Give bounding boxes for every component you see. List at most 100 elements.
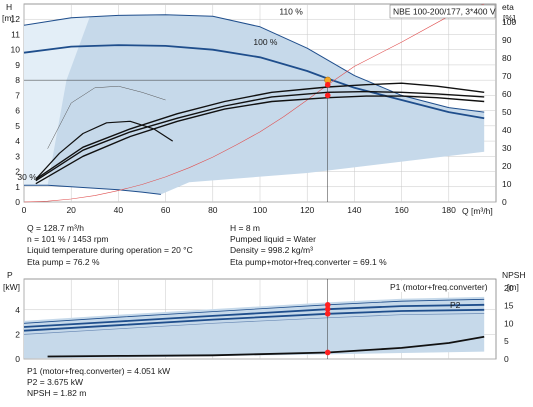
title-box (389, 4, 496, 19)
eta-pump-value: Eta pump = 76.2 % (27, 256, 100, 267)
top-duty-point-group (24, 76, 332, 202)
bottom-left-tick-labels: 0 2 4 (15, 305, 20, 364)
top-y-tick-right: 0 (502, 197, 507, 207)
top-x-tick: 140 (347, 205, 361, 215)
density-value: Density = 998.2 kg/m³ (230, 245, 313, 256)
top-series-line-2 (24, 184, 161, 195)
top-y-tick-right: 20 (502, 161, 512, 171)
speed-curve-label: 100 % (253, 37, 278, 47)
duty-marker-1 (324, 92, 331, 99)
bottom-duty-marker-0 (324, 302, 331, 308)
speed-curve-labels: 110 % 100 % 30 % (17, 7, 303, 182)
top-series-line-7 (35, 90, 485, 182)
top-y-tick-right: 90 (502, 35, 512, 45)
bottom-duty-point-group (324, 279, 331, 359)
liquid-temperature: Liquid temperature during operation = 20… (27, 245, 193, 256)
top-y-tick-left: 4 (15, 136, 20, 146)
p1-value: P1 (motor+freq.converter) = 4.051 kW (27, 366, 171, 376)
npsh-unit-label: NPSH (502, 270, 526, 280)
top-series-line-3 (23, 3, 485, 203)
top-y-tick-right: 70 (502, 71, 512, 81)
top-y-tick-left: 9 (15, 60, 20, 70)
bottom-series-line-2 (23, 298, 485, 324)
bottom-y-tick-right: 5 (504, 336, 509, 346)
power-unit-label: P (7, 270, 13, 280)
legend-bg (386, 281, 494, 292)
flow-value: Q = 128.7 m³/h (27, 223, 84, 233)
bottom-series-line-0 (23, 303, 485, 328)
power-bracket-label: [kW] (3, 282, 20, 292)
top-x-tick: 80 (208, 205, 218, 215)
top-y-tick-right: 50 (502, 107, 512, 117)
top-x-tick: 180 (442, 205, 456, 215)
top-x-tick: 100 (253, 205, 267, 215)
top-y-tick-left: 12 (11, 14, 21, 24)
top-y-tick-right: 60 (502, 89, 512, 99)
top-x-tick-labels: 0 20 40 60 80 100 120 140 160 180 (22, 205, 457, 215)
top-y-tick-left: 5 (15, 121, 20, 131)
top-series-line-4 (47, 85, 166, 149)
bottom-y-tick-left: 2 (15, 329, 20, 339)
bottom-y-tick-right: 10 (504, 318, 514, 328)
p2-value: P2 = 3.675 kW (27, 377, 83, 388)
bottom-series-line-3 (23, 313, 485, 335)
y-right-unit-label: eta (502, 2, 514, 12)
top-x-tick: 20 (66, 205, 76, 215)
top-y-tick-left: 10 (11, 45, 21, 55)
top-series-line-0 (23, 14, 485, 113)
bottom-y-tick-right: 0 (504, 354, 509, 364)
top-y-tick-left: 11 (11, 29, 20, 39)
top-x-tick: 0 (22, 205, 27, 215)
top-y-tick-right: 100 (502, 17, 516, 27)
y-left-unit-label: H (6, 2, 12, 12)
legend-p2: P2 (450, 300, 461, 310)
top-x-tick: 60 (161, 205, 171, 215)
y-right-bracket-label: [%] (503, 13, 515, 23)
power-info: P1 (motor+freq.converter) = 4.051 kW P2 … (27, 366, 170, 400)
bottom-y-tick-right: 20 (504, 283, 514, 293)
power-npsh-chart: 0 2 4 0 5 10 15 20 P1 (motor+freq.converter) P2… (3, 270, 526, 364)
top-series-line-8 (35, 95, 485, 185)
bottom-duty-marker-1 (324, 306, 331, 312)
bottom-right-tick-labels: 0 5 10 15 20 (504, 283, 514, 364)
head-value: H = 8 m (230, 223, 260, 233)
legend-p1: P1 (motor+freq.converter) (390, 282, 488, 292)
top-y-tick-right: 40 (502, 125, 512, 135)
top-y-tick-right: 10 (502, 179, 512, 189)
top-x-tick: 160 (395, 205, 409, 215)
eta-total-value: Eta pump+motor+freq.converter = 69.1 % (230, 256, 387, 267)
top-y-tick-left: 1 (15, 182, 20, 192)
top-y-tick-left: 2 (15, 167, 20, 177)
chart-title: NBE 100-200/177, 3*400 V (393, 7, 496, 17)
low-flow-band (24, 16, 91, 186)
top-series-line-6 (35, 82, 485, 180)
top-y-tick-right: 30 (502, 143, 512, 153)
speed-curve-label: 110 % (279, 7, 303, 17)
top-y-tick-left: 6 (15, 106, 20, 116)
bottom-series-line-1 (23, 308, 485, 332)
speed-value: n = 101 % / 1453 rpm (27, 234, 109, 245)
bottom-duty-marker-2 (324, 310, 331, 317)
top-series-group (23, 3, 485, 203)
speed-curve-label: 30 % (17, 172, 37, 182)
bottom-y-tick-left: 0 (15, 354, 20, 364)
top-x-tick: 120 (300, 205, 314, 215)
y-left-bracket-label: [m] (2, 13, 14, 23)
top-y-tick-left: 3 (15, 151, 20, 161)
power-legend: P1 (motor+freq.converter) P2 (386, 281, 494, 310)
x-axis-label: Q [m³/h] (462, 206, 493, 216)
duty-marker-0 (324, 81, 331, 88)
top-y-tick-left: 7 (15, 90, 20, 100)
top-right-tick-labels: 0 10 20 30 40 50 60 70 80 90 100 (502, 17, 516, 207)
duty-info-left: Q = 128.7 m³/h n = 101 % / 1453 rpm Liqu… (27, 223, 193, 268)
top-series-line-1 (23, 44, 485, 120)
npsh-value: NPSH = 1.82 m (27, 388, 87, 399)
duty-info-right: H = 8 m Pumped liquid = Water Density = … (230, 223, 387, 268)
top-y-tick-left: 0 (15, 197, 20, 207)
top-x-tick: 40 (114, 205, 124, 215)
bottom-y-tick-left: 4 (15, 305, 20, 315)
npsh-bracket-label: [m] (507, 282, 519, 292)
